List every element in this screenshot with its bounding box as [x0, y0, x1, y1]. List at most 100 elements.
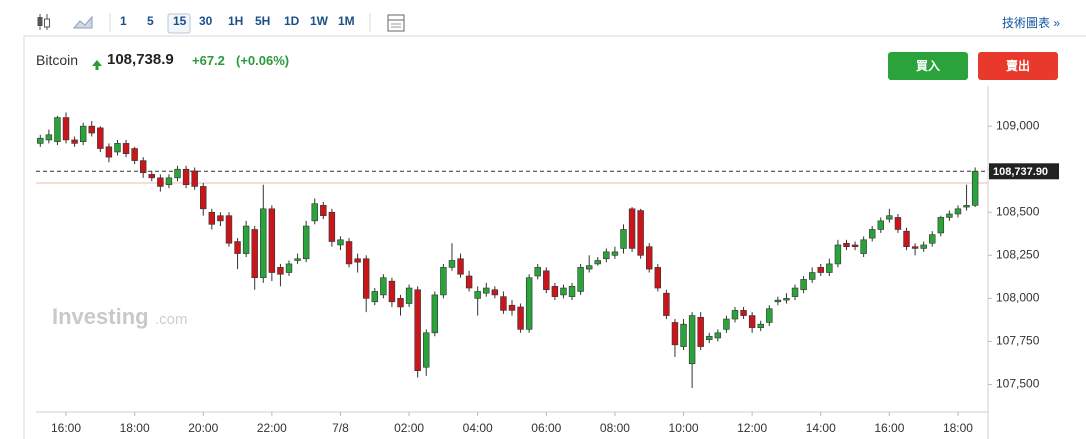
sell-button[interactable]: 賣出 [978, 52, 1058, 80]
last-price-tag [989, 163, 1059, 180]
candle-body [731, 310, 739, 320]
candle-body [105, 146, 113, 158]
candle-body [97, 127, 104, 149]
candle-body [723, 318, 730, 330]
interval-button[interactable]: 1 [120, 14, 127, 28]
candle-body [620, 229, 627, 249]
candle-body [491, 289, 499, 296]
candle-body [362, 258, 370, 299]
candle-body [380, 277, 387, 296]
candle-body [62, 117, 70, 141]
x-tick-label: 18:00 [120, 421, 150, 435]
candle-body [525, 277, 533, 330]
candle-body [783, 298, 790, 301]
candle-body [946, 213, 953, 218]
instrument-name: Bitcoin [36, 52, 79, 68]
candle-body [431, 294, 439, 334]
candle-body [345, 241, 353, 265]
table-icon[interactable] [387, 14, 405, 32]
candle-body [217, 215, 224, 222]
x-tick-label: 12:00 [737, 421, 767, 435]
candle-body [465, 275, 473, 289]
interval-button[interactable]: 5 [147, 14, 154, 28]
candle-body [139, 160, 147, 173]
interval-button[interactable]: 1M [338, 14, 355, 28]
candle-body [971, 170, 979, 206]
candle-body [688, 315, 696, 365]
interval-button[interactable]: 1D [284, 14, 300, 28]
interval-button[interactable]: 30 [199, 14, 213, 28]
x-tick-label: 18:00 [943, 421, 973, 435]
candle-body [114, 143, 121, 153]
change-percent: (+0.06%) [236, 53, 290, 68]
candle-body [843, 242, 850, 247]
candle-body [225, 215, 233, 244]
x-tick-label: 10:00 [669, 421, 699, 435]
candle-body [200, 186, 207, 210]
candle-body [191, 170, 198, 187]
candle-body [748, 315, 756, 328]
candle-body [671, 322, 679, 346]
candle-body [251, 229, 258, 278]
candle-body [791, 287, 799, 297]
x-tick-label: 04:00 [463, 421, 493, 435]
x-tick-label: 20:00 [188, 421, 218, 435]
candle-body [131, 148, 138, 161]
candle-body [551, 285, 559, 297]
candle-body [354, 258, 361, 263]
candle-body [311, 203, 318, 222]
candle-body [302, 225, 310, 260]
candle-body [903, 230, 910, 247]
candle-body [328, 211, 336, 242]
interval-button[interactable]: 1W [310, 14, 328, 28]
candle-body [260, 208, 267, 278]
candle-body [800, 279, 807, 291]
candle-body [826, 263, 833, 273]
area-icon[interactable] [72, 15, 93, 29]
candle-body [157, 177, 164, 187]
y-tick-label: 107,500 [996, 377, 1040, 391]
candle-body [165, 177, 173, 186]
candle-icon[interactable] [37, 14, 50, 30]
candle-body [71, 139, 78, 144]
candle-body [242, 225, 250, 254]
candle-body [886, 215, 893, 220]
candle-body [680, 323, 687, 347]
advanced-chart-link[interactable]: 技術圖表 » [1001, 16, 1060, 30]
interval-button[interactable]: 15 [173, 14, 187, 28]
candle-body [963, 205, 970, 208]
candle-body [508, 304, 516, 311]
candle-body [517, 306, 524, 330]
x-tick-label: 08:00 [600, 421, 630, 435]
candle-body [894, 217, 902, 230]
candle-body [423, 332, 430, 368]
candle-body [88, 125, 95, 134]
y-tick-label: 108,500 [996, 204, 1040, 218]
candle-body [929, 234, 936, 244]
buy-button[interactable]: 買入 [888, 52, 968, 80]
candle-body [774, 299, 782, 303]
candle-body [148, 174, 155, 179]
candle-body [182, 168, 190, 186]
watermark-suffix: .com [155, 311, 188, 328]
interval-button[interactable]: 5H [255, 14, 271, 28]
candle-body [594, 260, 601, 265]
candle-body [637, 210, 644, 256]
candle-body [320, 205, 327, 217]
candle-body [834, 244, 842, 265]
x-tick-label: 16:00 [874, 421, 904, 435]
candle-body [277, 267, 284, 275]
interval-button[interactable]: 1H [228, 14, 244, 28]
y-tick-label: 108,000 [996, 291, 1040, 305]
candle-body [877, 220, 885, 230]
candle-body [817, 267, 824, 273]
candle-body [448, 260, 456, 268]
price: 108,738.9 [107, 51, 174, 68]
x-tick-label: 16:00 [51, 421, 81, 435]
candle-body [560, 287, 567, 296]
candle-body [740, 310, 747, 316]
candle-body [706, 335, 713, 340]
candle-body [920, 244, 927, 249]
candle-body [268, 208, 276, 273]
